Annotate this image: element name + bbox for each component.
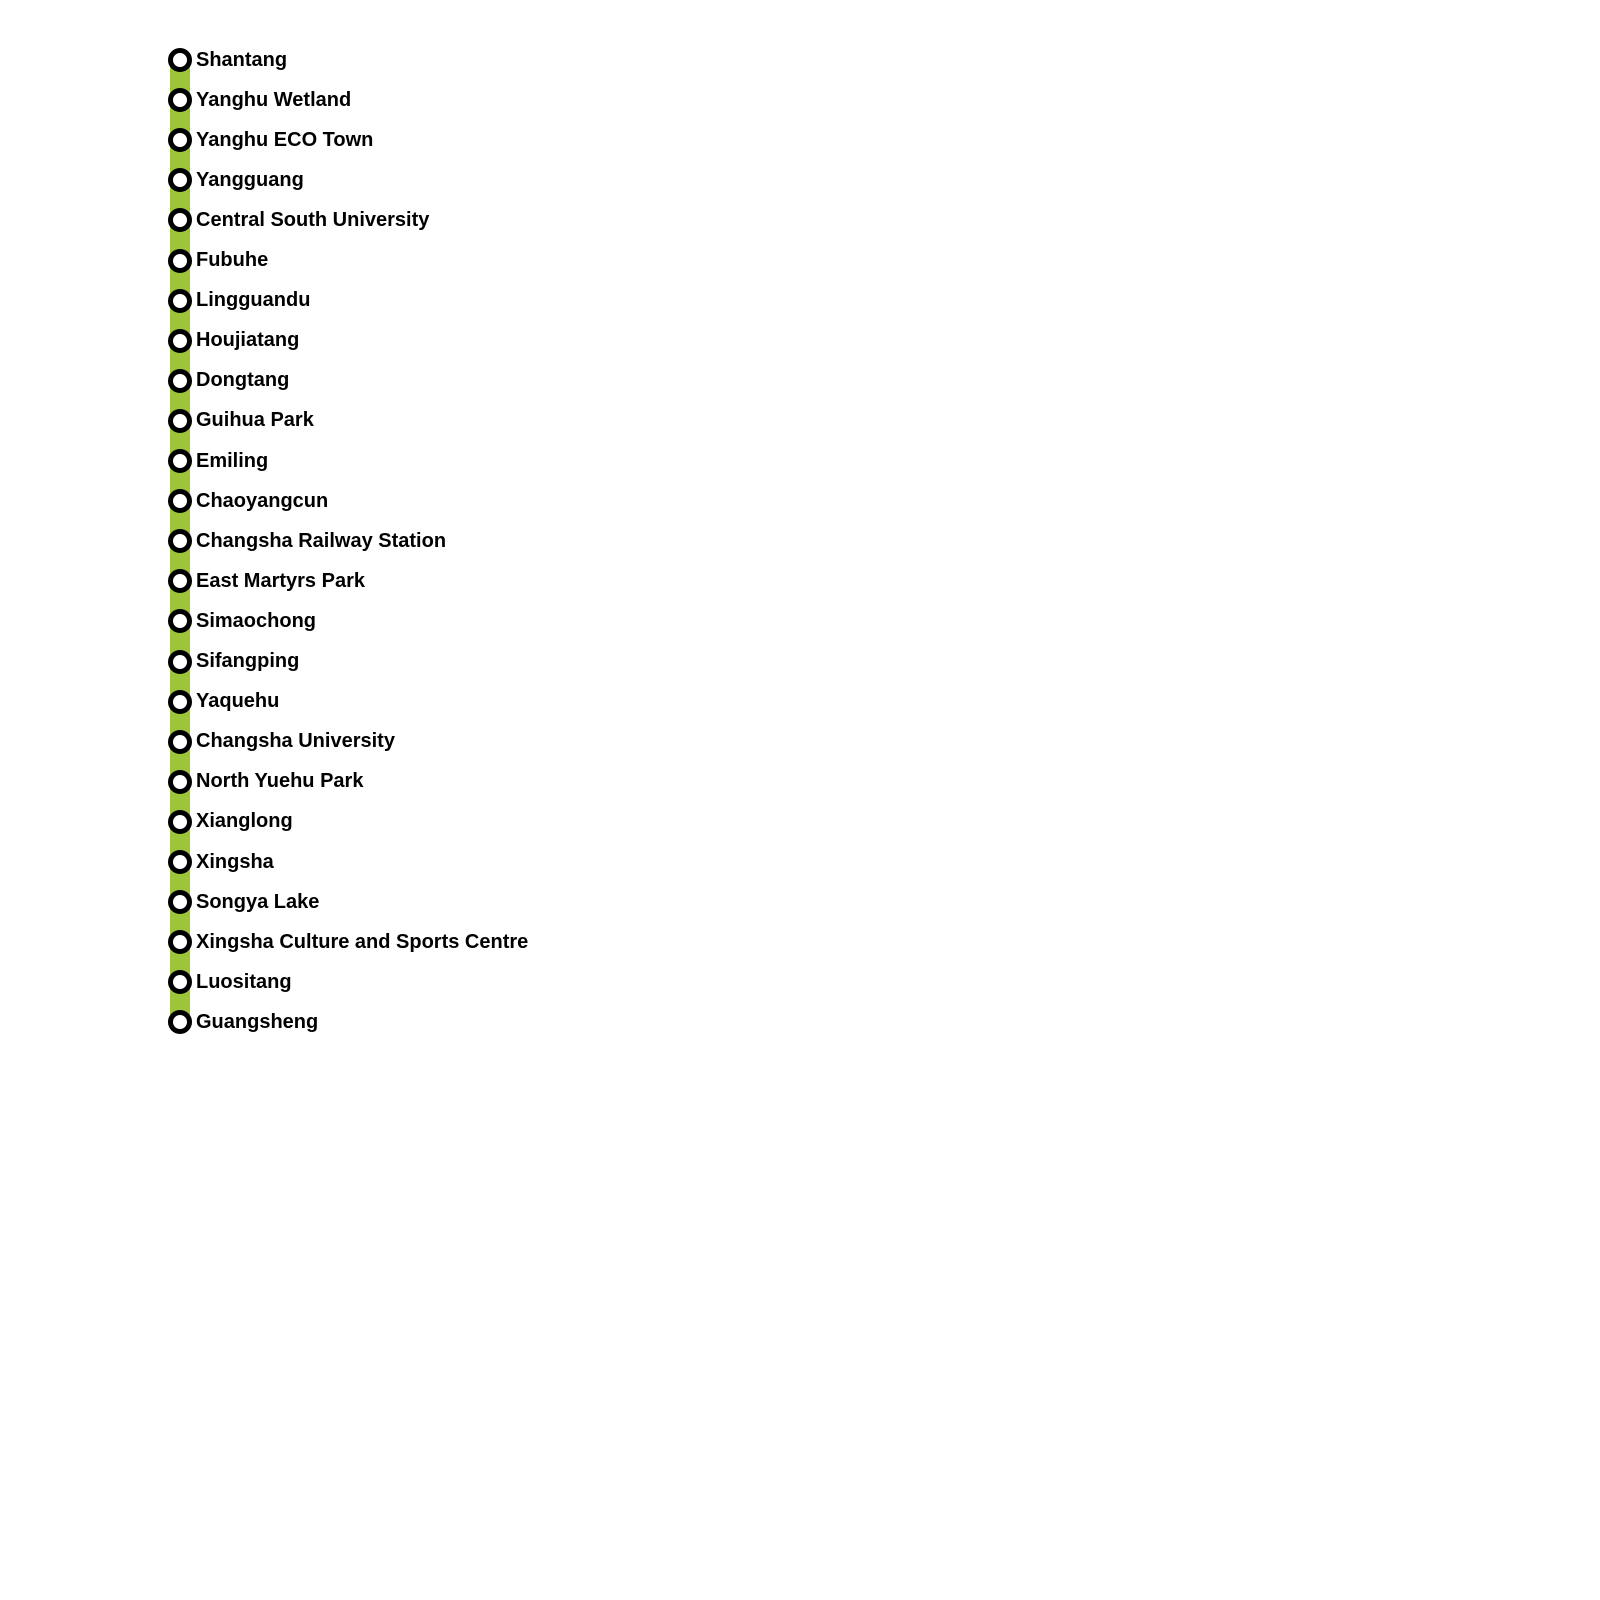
station[interactable]: Yanghu Wetland — [168, 88, 352, 113]
station-marker-icon — [168, 128, 192, 153]
station-label: Songya Lake — [196, 890, 320, 913]
station[interactable]: Simaochong — [168, 609, 317, 634]
station[interactable]: Yanghu ECO Town — [168, 128, 374, 153]
station-marker-icon — [168, 689, 192, 714]
station[interactable]: Dongtang — [168, 368, 290, 393]
station-marker-icon — [168, 970, 192, 995]
station-label: Chaoyangcun — [196, 489, 329, 512]
station[interactable]: Houjiatang — [168, 328, 300, 353]
station-label: Changsha University — [196, 730, 395, 753]
station-label: Central South University — [196, 208, 430, 231]
station-marker-icon — [168, 529, 192, 554]
station-label: Changsha Railway Station — [196, 529, 447, 552]
station-label: Emiling — [196, 449, 269, 472]
station-label: Shantang — [196, 48, 288, 71]
station-marker-icon — [168, 48, 192, 72]
station[interactable]: Guihua Park — [168, 408, 314, 433]
station[interactable]: Chaoyangcun — [168, 489, 329, 514]
station-marker-icon — [168, 1010, 192, 1035]
station-marker-icon — [168, 609, 192, 634]
station[interactable]: Guangsheng — [168, 1010, 319, 1035]
station-label: Dongtang — [196, 369, 290, 392]
station-marker-icon — [168, 769, 192, 794]
station-label: Luositang — [196, 970, 292, 993]
station[interactable]: Yangguang — [168, 168, 304, 193]
station-marker-icon — [168, 649, 192, 674]
station[interactable]: Central South University — [168, 208, 430, 233]
station-marker-icon — [168, 729, 192, 754]
station[interactable]: Luositang — [168, 970, 292, 995]
station[interactable]: Sifangping — [168, 649, 300, 674]
station-label: Xianglong — [196, 810, 293, 833]
station-marker-icon — [168, 328, 192, 353]
station[interactable]: Yaquehu — [168, 689, 280, 714]
station-label: Guangsheng — [196, 1010, 319, 1033]
station[interactable]: Emiling — [168, 449, 268, 473]
station[interactable]: Changsha University — [168, 729, 395, 754]
station-label: Yanghu Wetland — [196, 88, 352, 111]
station[interactable]: Xianglong — [168, 809, 293, 834]
station-label: Yanghu ECO Town — [196, 128, 374, 151]
station-marker-icon — [168, 930, 192, 955]
station-label: Sifangping — [196, 650, 300, 672]
station[interactable]: Xingsha — [168, 850, 274, 874]
station-marker-icon — [168, 408, 192, 433]
station-marker-icon — [168, 168, 192, 193]
station-marker-icon — [168, 208, 192, 233]
station-marker-icon — [168, 809, 192, 834]
station-label: Yaquehu — [196, 690, 280, 713]
station-label: Simaochong — [196, 609, 317, 632]
station-label: Houjiatang — [196, 329, 300, 352]
station[interactable]: East Martyrs Park — [168, 569, 365, 594]
station[interactable]: Lingguandu — [168, 288, 311, 313]
station-marker-icon — [168, 850, 192, 874]
station-marker-icon — [168, 569, 192, 594]
station-label: Xingsha Culture and Sports Centre — [196, 930, 529, 953]
station[interactable]: Fubuhe — [168, 248, 269, 273]
station-marker-icon — [168, 489, 192, 514]
station-label: Fubuhe — [196, 249, 269, 271]
station[interactable]: Shantang — [168, 48, 287, 72]
station-marker-icon — [168, 368, 192, 393]
station-label: Lingguandu — [196, 289, 311, 312]
station[interactable]: Songya Lake — [168, 890, 320, 915]
station-marker-icon — [168, 88, 192, 113]
station[interactable]: Xingsha Culture and Sports Centre — [168, 930, 529, 955]
station-marker-icon — [168, 449, 192, 473]
station[interactable]: North Yuehu Park — [168, 769, 364, 794]
station-label: North Yuehu Park — [196, 770, 364, 793]
station-marker-icon — [168, 288, 192, 313]
station-label: Xingsha — [196, 850, 274, 873]
station-label: East Martyrs Park — [196, 569, 365, 592]
station-marker-icon — [168, 248, 192, 273]
station-label: Guihua Park — [196, 409, 314, 432]
station-marker-icon — [168, 890, 192, 915]
station-label: Yangguang — [196, 168, 304, 191]
station[interactable]: Changsha Railway Station — [168, 529, 447, 554]
